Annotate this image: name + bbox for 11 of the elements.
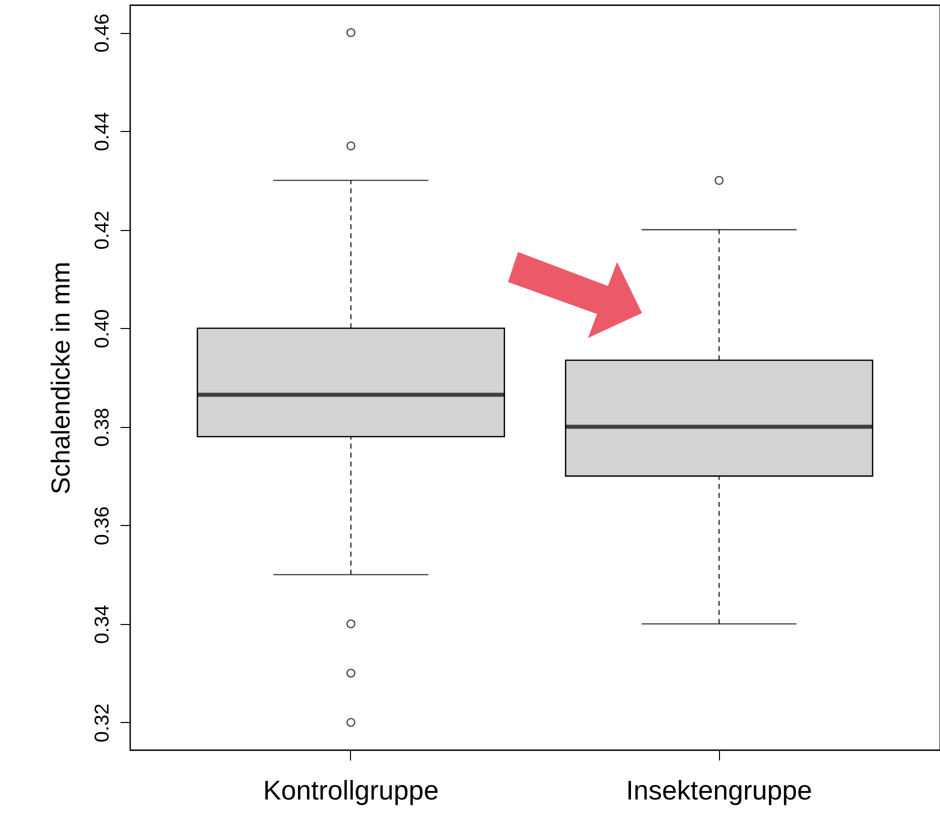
y-tick-label: 0.34 xyxy=(92,604,114,644)
y-tick-label: 0.42 xyxy=(92,210,114,250)
y-tick-label: 0.38 xyxy=(92,408,114,447)
x-tick-label: Insektengruppe xyxy=(626,776,812,806)
y-axis-title: Schalendicke in mm xyxy=(46,262,76,494)
y-tick-label: 0.46 xyxy=(92,14,114,53)
y-tick-label: 0.44 xyxy=(92,112,114,152)
x-tick-label: Kontrollgruppe xyxy=(263,776,439,806)
y-tick-label: 0.32 xyxy=(92,703,114,742)
y-tick-label: 0.40 xyxy=(92,309,114,348)
y-tick-label: 0.36 xyxy=(92,506,114,546)
